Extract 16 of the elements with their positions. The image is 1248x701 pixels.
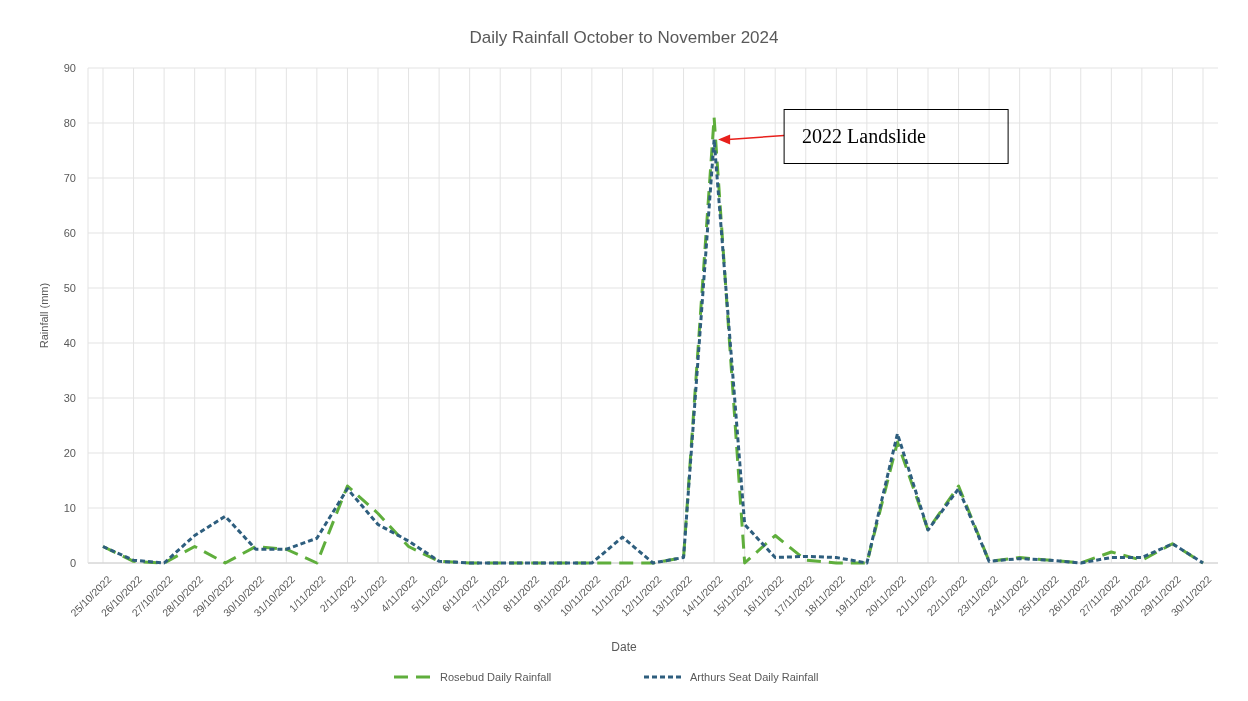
y-tick-label: 50 <box>63 281 76 294</box>
legend-label: Arthurs Seat Daily Rainfall <box>690 671 819 683</box>
y-axis-title: Rainfall (mm) <box>38 282 50 349</box>
y-tick-label: 60 <box>63 226 76 239</box>
y-tick-label: 80 <box>63 116 76 129</box>
y-tick-label: 0 <box>69 556 76 569</box>
legend-label: Rosebud Daily Rainfall <box>440 671 552 683</box>
y-tick-label: 20 <box>63 446 76 459</box>
chart-title: Daily Rainfall October to November 2024 <box>469 28 779 47</box>
y-tick-label: 30 <box>63 391 76 404</box>
y-tick-label: 70 <box>63 171 76 184</box>
y-tick-label: 40 <box>63 336 76 349</box>
annotation: 2022 Landslide <box>802 124 927 147</box>
y-tick-label: 90 <box>63 61 76 74</box>
x-axis-title: Date <box>611 640 637 654</box>
y-tick-label: 10 <box>63 501 76 514</box>
